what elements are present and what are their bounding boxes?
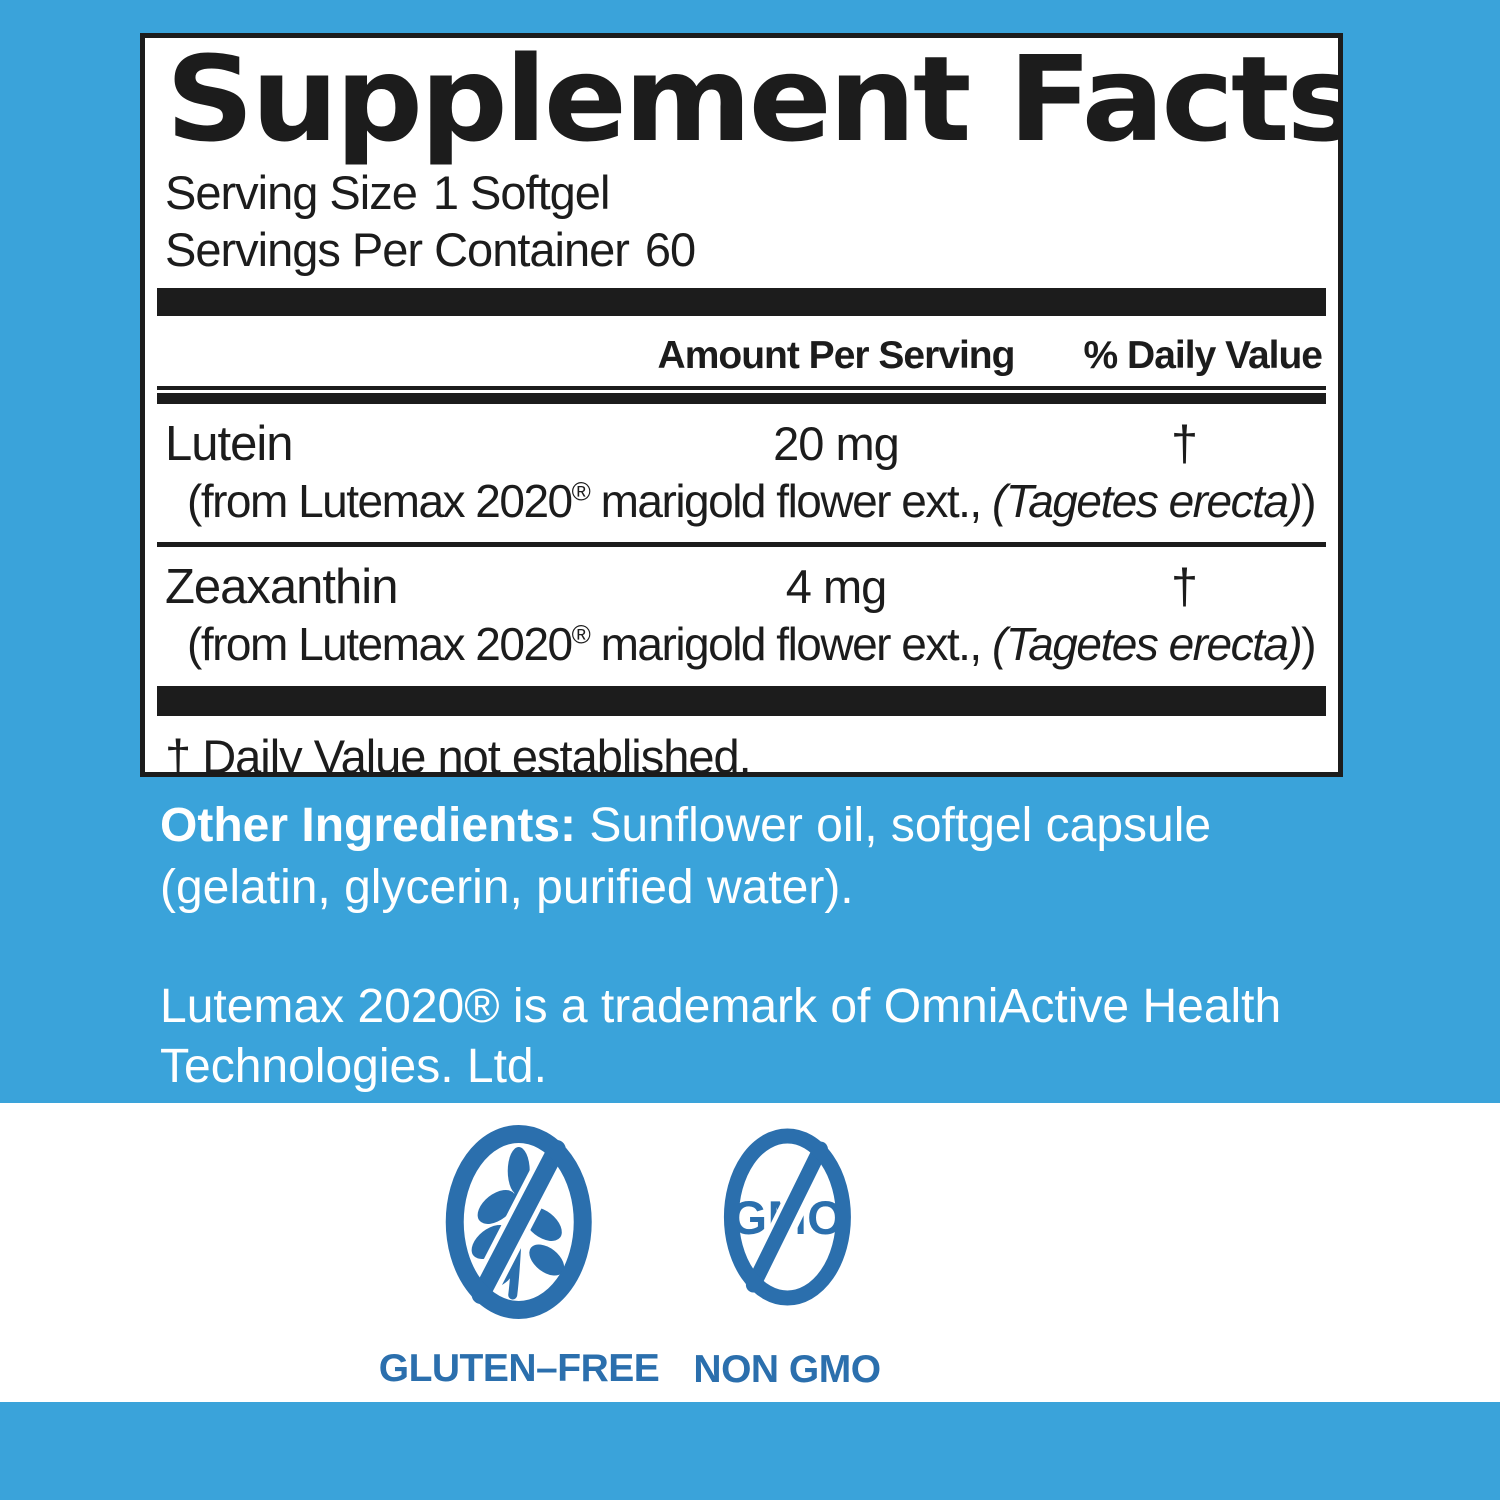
servings-per-container-label: Servings Per Container [165,223,630,276]
nutrient-source-note: (from Lutemax 2020® marigold flower ext.… [145,472,1338,542]
non-gmo-label: NON GMO [693,1348,881,1391]
thick-divider-top [157,288,1326,316]
registered-mark: ® [571,476,591,507]
thick-divider-bottom [157,686,1326,717]
panel-title: Supplement Facts [165,33,1343,168]
nutrient-group-zeaxanthin: Zeaxanthin 4 mg † (from Lutemax 2020® ma… [145,547,1338,685]
source-text: marigold flower ext., [589,617,992,670]
other-ingredients-label: Other Ingredients: [160,799,577,852]
nutrient-group-lutein: Lutein 20 mg † (from Lutemax 2020® marig… [145,404,1338,542]
gluten-free-icon [446,1125,592,1319]
servings-per-container-value: 60 [644,223,696,276]
source-text: ) [1301,475,1316,527]
source-text: ) [1301,617,1316,670]
other-ingredients: Other Ingredients: Sunflower oil, softge… [160,795,1370,919]
serving-size-label: Serving Size [165,166,418,219]
servings-per-container-row: Servings Per Container 60 [145,221,1338,278]
non-gmo-badge: GMO NON GMO [693,1122,881,1392]
nutrient-daily-value: † [1170,417,1198,471]
trademark-note: Lutemax 2020® is a trademark of OmniActi… [160,980,1282,1093]
nutrient-amount: 4 mg [785,559,888,613]
row-divider [157,541,1326,547]
gluten-free-badge: GLUTEN–FREE [379,1121,660,1391]
bottom-blue-strip [0,1402,1500,1500]
gluten-free-label: GLUTEN–FREE [378,1347,660,1390]
supplement-facts-panel: Supplement Facts Serving Size 1 Softgel S… [140,33,1343,777]
registered-mark: ® [571,619,591,650]
daily-value-footnote: † Daily Value not established. [165,730,752,777]
nutrient-daily-value: † [1170,559,1198,614]
nutrient-row: Zeaxanthin 4 mg † [145,547,1338,615]
source-text: (from Lutemax 2020 [187,475,573,527]
source-text: marigold flower ext., [589,475,992,527]
header-divider [157,386,1326,404]
table-header-row: Amount Per Serving % Daily Value [145,316,1338,386]
other-ingredients-text: Sunflower oil, softgel capsule (gelatin,… [160,799,1212,914]
nutrient-name: Lutein [165,417,294,471]
badge-band: GLUTEN–FREE GMO NON GMO [0,1103,1500,1402]
species-name: (Tagetes erecta) [992,617,1303,670]
nutrient-name: Zeaxanthin [165,559,398,614]
nutrient-source-note: (from Lutemax 2020® marigold flower ext.… [145,615,1338,685]
serving-size-value: 1 Softgel [432,166,611,219]
serving-info: Serving Size 1 Softgel Servings Per Conta… [145,164,1338,278]
species-name: (Tagetes erecta) [992,475,1303,527]
serving-size-row: Serving Size 1 Softgel [145,164,1338,221]
label-background: Supplement Facts Serving Size 1 Softgel S… [0,0,1500,1103]
daily-value-header: % Daily Value [1083,334,1323,377]
amount-per-serving-header: Amount Per Serving [657,334,1016,377]
source-text: (from Lutemax 2020 [187,617,573,670]
nutrient-amount: 20 mg [773,417,900,470]
nutrient-row: Lutein 20 mg † [145,404,1338,472]
non-gmo-icon: GMO [723,1128,851,1306]
